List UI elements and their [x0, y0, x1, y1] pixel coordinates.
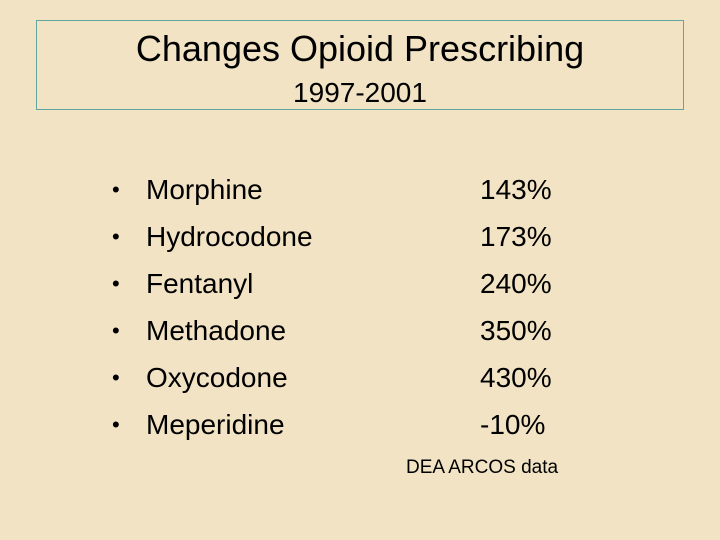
drug-name: Hydrocodone	[146, 221, 313, 252]
change-percent: 143%	[480, 174, 552, 205]
drug-name: Methadone	[146, 315, 287, 346]
slide-subtitle: 1997-2001	[293, 77, 427, 108]
drug-list: • Morphine 143% • Hydrocodone 173% • Fen…	[112, 166, 692, 448]
list-item: • Fentanyl 240%	[112, 260, 692, 307]
change-percent: 173%	[480, 221, 552, 252]
bullet-icon: •	[112, 365, 120, 390]
change-percent: 430%	[480, 362, 552, 393]
list-item: • Morphine 143%	[112, 166, 692, 213]
source-note: DEA ARCOS data	[406, 457, 559, 478]
bullet-icon: •	[112, 271, 120, 296]
drug-name: Meperidine	[146, 409, 285, 440]
bullet-icon: •	[112, 224, 120, 249]
list-item: • Oxycodone 430%	[112, 354, 692, 401]
change-percent: 240%	[480, 268, 552, 299]
drug-name: Morphine	[146, 174, 263, 205]
change-percent: 350%	[480, 315, 552, 346]
title-box: Changes Opioid Prescribing 1997-2001	[36, 20, 684, 110]
list-item: • Methadone 350%	[112, 307, 692, 354]
bullet-icon: •	[112, 318, 120, 343]
bullet-icon: •	[112, 177, 120, 202]
list-item: • Hydrocodone 173%	[112, 213, 692, 260]
slide-title: Changes Opioid Prescribing	[135, 28, 585, 69]
drug-name: Oxycodone	[146, 362, 288, 393]
drug-name: Fentanyl	[146, 268, 254, 299]
change-percent: -10%	[480, 409, 546, 440]
list-item: • Meperidine -10%	[112, 401, 692, 448]
bullet-icon: •	[112, 412, 120, 437]
